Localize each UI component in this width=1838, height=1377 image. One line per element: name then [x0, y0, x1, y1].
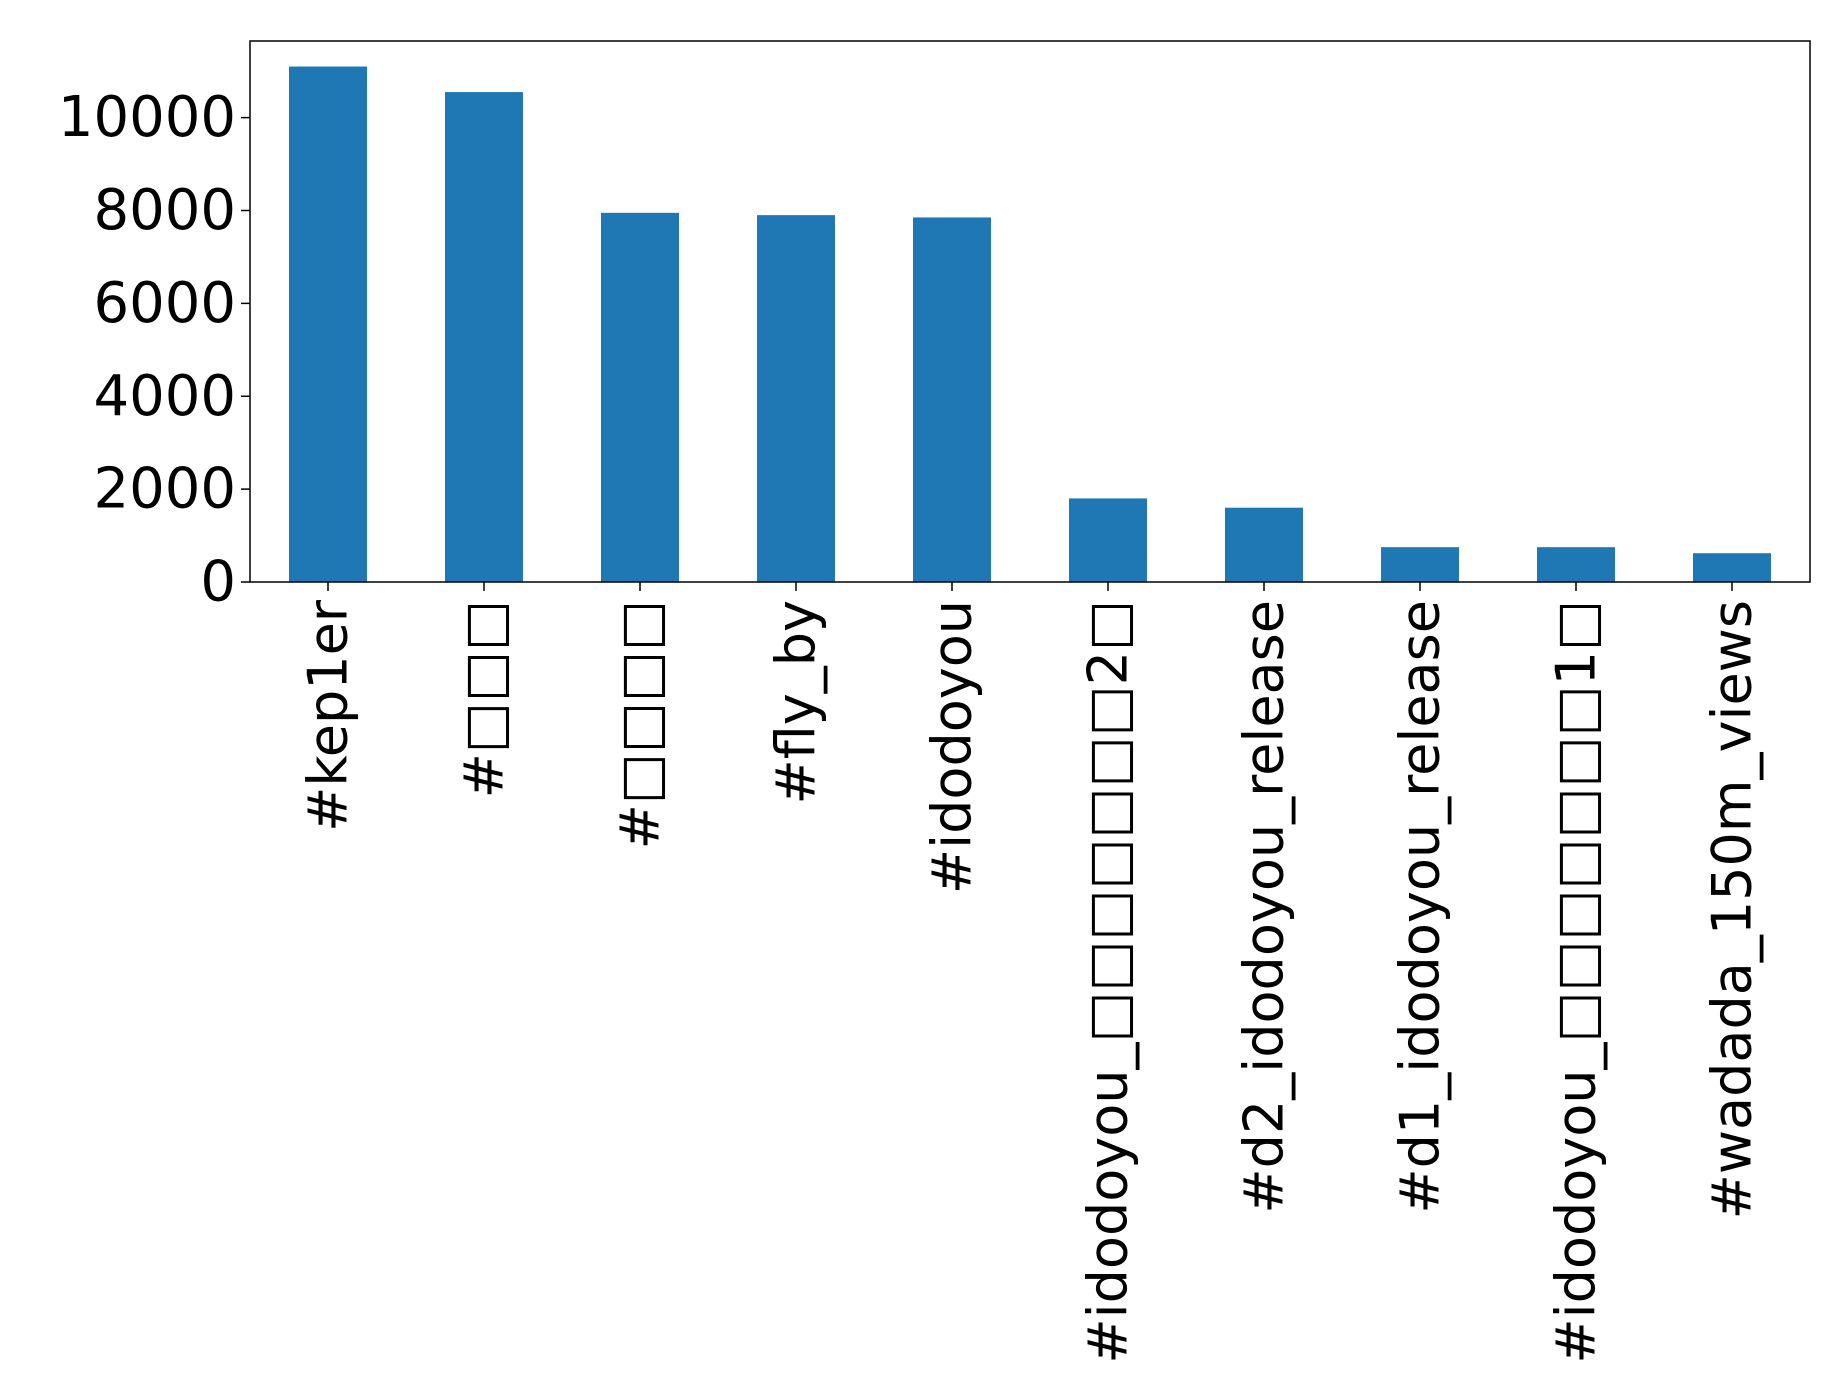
y-tick-label: 8000 [93, 178, 236, 243]
bar [913, 217, 991, 582]
x-tick-label: #kep1er [297, 599, 360, 832]
x-tick-label: #fly_by [765, 600, 828, 804]
bar [1225, 507, 1303, 582]
y-tick-label: 10000 [58, 85, 236, 150]
x-tick-label: #idodoyou [921, 600, 984, 894]
bar [289, 66, 367, 583]
bar [1537, 547, 1615, 582]
x-tick-label: #idodoyou_□□□□□□□2□ [1077, 600, 1140, 1364]
x-tick-label: #d1_idodoyou_release [1389, 600, 1452, 1214]
y-axis-ticks: 0 2000 4000 6000 8000 10000 [58, 85, 250, 615]
x-tick-label: #wadada_150m_views [1701, 600, 1764, 1219]
bar [757, 215, 835, 582]
bar [1381, 547, 1459, 582]
bar [601, 212, 679, 582]
y-tick-label: 0 [200, 550, 236, 615]
x-tick-label: #idodoyou_□□□□□□□1□ [1545, 600, 1608, 1364]
y-tick-label: 4000 [93, 364, 236, 429]
bars-layer [289, 66, 1771, 583]
bar [445, 92, 523, 582]
x-tick-label: #□□□ [453, 600, 516, 798]
y-tick-label: 6000 [93, 271, 236, 336]
x-tick-label: #□□□□ [609, 600, 672, 849]
bar [1693, 553, 1771, 582]
y-tick-label: 2000 [93, 457, 236, 522]
plot-frame [249, 40, 1811, 583]
x-axis-ticks: #kep1er #□□□ #□□□□ #fly_by #idodoyou #idodoyo… [297, 582, 1764, 1364]
bar [1069, 498, 1147, 582]
x-tick-label: #d2_idodoyou_release [1233, 600, 1296, 1214]
